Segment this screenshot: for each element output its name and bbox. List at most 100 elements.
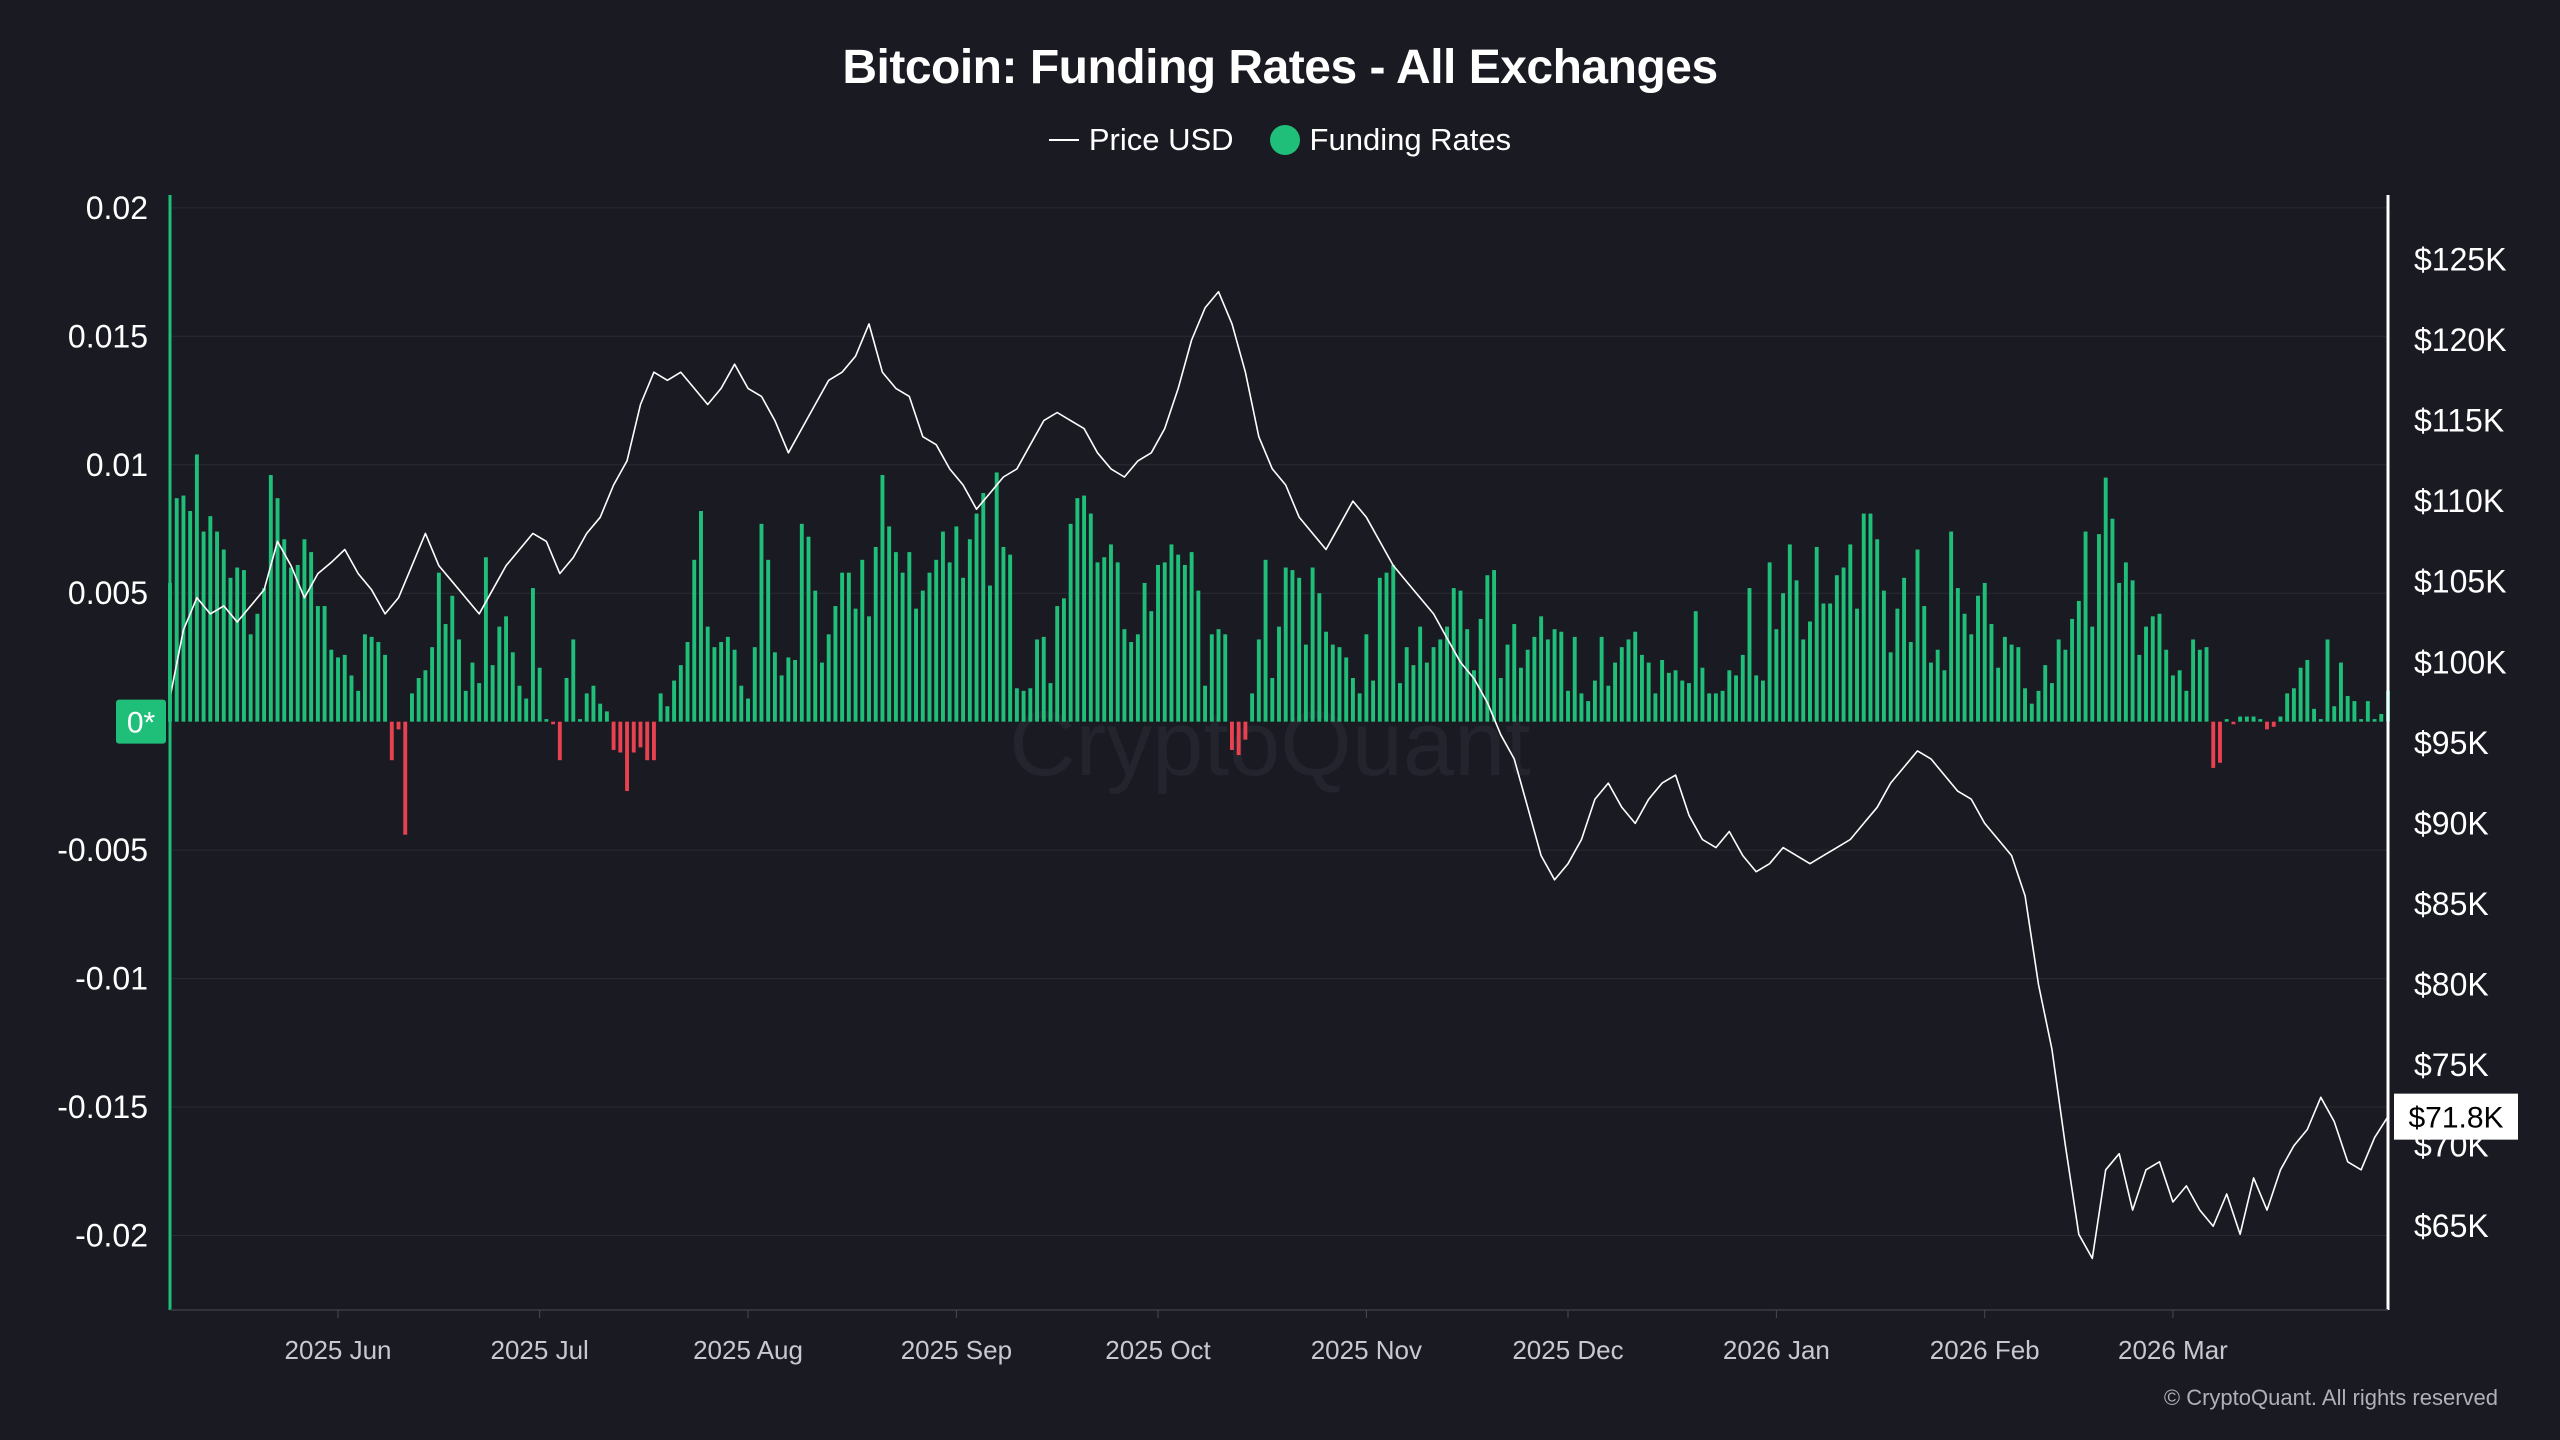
funding-bar	[376, 642, 381, 722]
funding-bar	[1035, 639, 1039, 722]
funding-bar	[826, 634, 831, 722]
funding-bar	[1720, 690, 1725, 722]
funding-bar	[1801, 639, 1806, 722]
funding-bar	[2164, 649, 2169, 722]
funding-bar	[356, 690, 361, 722]
legend-item-price[interactable]: Price USD	[1048, 122, 1234, 158]
funding-bar	[282, 539, 287, 722]
funding-bar	[2265, 721, 2269, 730]
funding-bar	[423, 670, 428, 722]
funding-bar	[1398, 683, 1402, 722]
funding-bar	[504, 616, 509, 722]
funding-bar	[1713, 693, 1718, 722]
funding-bar	[1129, 642, 1134, 722]
funding-bar	[1290, 570, 1295, 722]
funding-bar	[920, 590, 925, 722]
funding-bar	[362, 634, 367, 722]
funding-bar	[1902, 577, 1907, 722]
left-axis-ticks: 0.02 0.015 0.01 0.005 -0.005 -0.01 -0.015 -0.02	[57, 190, 148, 1254]
funding-bar	[1243, 721, 1248, 740]
funding-bar	[1781, 593, 1786, 722]
funding-bar	[2144, 626, 2148, 722]
funding-bar	[1808, 621, 1812, 722]
funding-bar	[1095, 562, 1100, 722]
funding-bar	[2076, 600, 2081, 722]
funding-bar	[1068, 523, 1073, 722]
funding-bar	[228, 577, 233, 722]
funding-bar	[2312, 708, 2317, 722]
funding-bar	[699, 511, 703, 722]
legend-label-price: Price USD	[1088, 122, 1234, 157]
funding-bar	[315, 606, 320, 722]
funding-bar	[900, 572, 905, 722]
y-left-tick-label: 0.01	[86, 447, 148, 483]
funding-bar	[2023, 688, 2028, 722]
y-right-tick-label: $95K	[2414, 725, 2489, 761]
funding-bar	[893, 552, 898, 722]
funding-bar	[2029, 703, 2034, 722]
y-left-tick-label: -0.02	[75, 1217, 148, 1253]
funding-bar	[2204, 647, 2209, 722]
x-tick-label: 2025 Oct	[1105, 1335, 1211, 1365]
funding-bar	[1156, 564, 1160, 722]
x-tick-label: 2025 Jun	[285, 1335, 392, 1365]
funding-bar	[1740, 654, 1745, 722]
funding-bar	[725, 636, 730, 722]
y-right-tick-label: $90K	[2414, 805, 2489, 841]
funding-bar	[1814, 546, 1819, 722]
funding-bar	[1982, 582, 1987, 722]
y-right-tick-label: $120K	[2414, 322, 2507, 358]
current-price-badge: $71.8K	[2394, 1093, 2518, 1140]
funding-bar	[1673, 670, 1678, 722]
funding-bar	[2137, 654, 2142, 722]
funding-bar	[1162, 562, 1167, 722]
funding-bar	[2036, 690, 2041, 722]
legend-item-funding[interactable]: Funding Rates	[1269, 122, 1511, 158]
y-right-tick-label: $85K	[2414, 886, 2489, 922]
funding-bar	[927, 572, 932, 722]
funding-bar	[1969, 634, 1974, 722]
funding-bar	[1014, 688, 1019, 722]
funding-bar	[1532, 636, 1537, 722]
funding-bar	[873, 546, 878, 722]
funding-bar	[289, 567, 293, 722]
funding-bar	[416, 677, 421, 722]
funding-bar	[1935, 649, 1940, 722]
right-axis-ticks: $125K $120K $115K $110K $105K $100K $95K $90K $8…	[2414, 241, 2507, 1244]
funding-bar	[1465, 629, 1470, 722]
current-price-box	[2394, 1093, 2518, 1140]
x-tick-label: 2026 Jan	[1723, 1335, 1830, 1365]
funding-bar	[1922, 606, 1927, 722]
funding-bar	[2379, 713, 2384, 722]
funding-bar	[625, 721, 629, 792]
funding-bar	[2150, 616, 2155, 722]
funding-bar	[2271, 721, 2276, 727]
funding-bar	[1041, 636, 1046, 722]
funding-bar	[1142, 582, 1147, 722]
funding-bar	[746, 698, 750, 722]
funding-bar	[1135, 634, 1140, 722]
funding-bar	[1666, 672, 1671, 722]
funding-bar	[268, 475, 273, 722]
funding-bar	[793, 660, 798, 722]
x-tick-label: 2025 Nov	[1311, 1335, 1422, 1365]
funding-bar	[2184, 690, 2189, 722]
funding-bar	[981, 493, 986, 722]
funding-bar	[1633, 631, 1638, 722]
funding-bar	[1915, 549, 1920, 722]
funding-bar	[1727, 670, 1732, 722]
funding-bar	[1774, 629, 1779, 722]
y-left-tick-label: -0.005	[57, 832, 148, 868]
funding-bar	[537, 667, 542, 722]
funding-bar	[248, 634, 253, 722]
funding-bar	[1196, 590, 1201, 722]
dot-icon	[1269, 125, 1300, 155]
funding-bar	[974, 513, 979, 722]
funding-bar	[638, 721, 643, 748]
funding-bar	[1868, 513, 1873, 722]
funding-bar	[1545, 639, 1550, 722]
funding-bar	[1942, 670, 1947, 722]
funding-bar	[1613, 662, 1618, 722]
funding-bar	[2258, 719, 2263, 722]
y-right-tick-label: $100K	[2414, 644, 2507, 680]
